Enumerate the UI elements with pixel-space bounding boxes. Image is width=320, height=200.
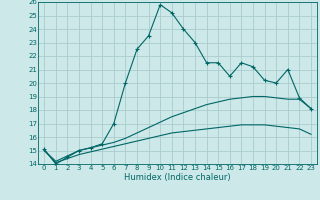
X-axis label: Humidex (Indice chaleur): Humidex (Indice chaleur) (124, 173, 231, 182)
